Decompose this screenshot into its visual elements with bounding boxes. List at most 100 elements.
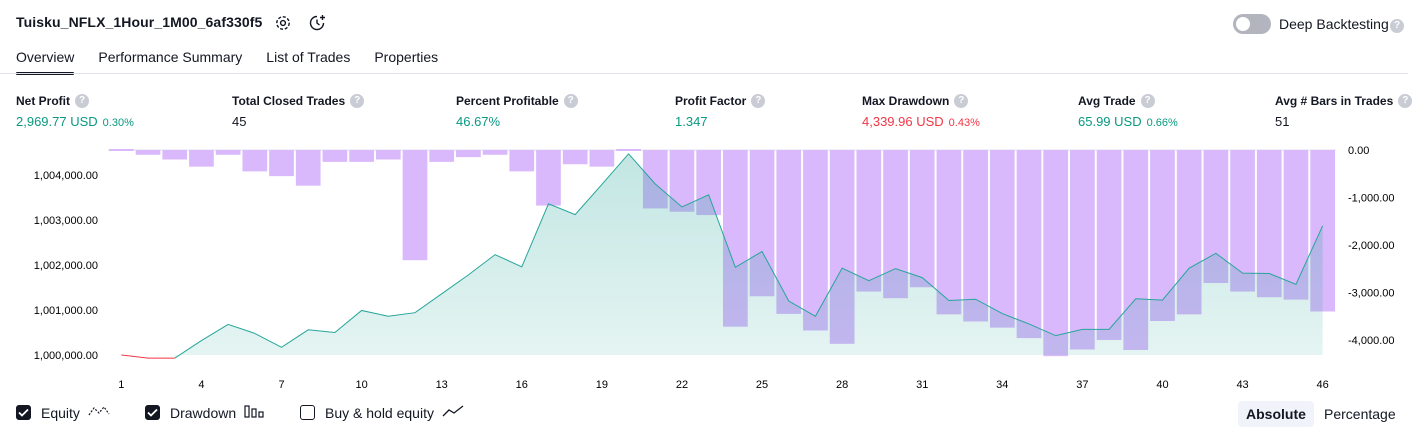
metric-help-icon[interactable]: ? <box>75 94 89 108</box>
tabs-divider <box>0 73 1408 74</box>
drawdown-bar <box>616 149 641 151</box>
buyhold-label: Buy & hold equity <box>325 404 434 421</box>
drawdown-bar <box>562 150 588 165</box>
metric-help-icon[interactable]: ? <box>1398 94 1413 108</box>
equity-drawdown-chart: 1,004,000.00 1,003,000.00 1,002,000.00 1,00… <box>34 145 1395 391</box>
right-axis-tick: -1,000.00 <box>1348 193 1394 205</box>
left-axis-tick: 1,004,000.00 <box>34 170 98 182</box>
drawdown-bar <box>109 149 134 151</box>
metric-percent-profitable: Percent Profitable? 46.67% <box>456 94 578 129</box>
metric-profit-factor: Profit Factor? 1.347 <box>675 94 766 129</box>
x-axis-tick: 10 <box>355 379 367 391</box>
left-axis-tick: 1,003,000.00 <box>34 215 98 227</box>
x-axis-tick: 1 <box>118 379 124 391</box>
deep-backtesting-toggle[interactable] <box>1233 14 1271 34</box>
drawdown-bar <box>989 150 1015 328</box>
add-alert-clock-icon[interactable] <box>306 12 328 34</box>
metric-help-icon[interactable]: ? <box>954 94 969 108</box>
buyhold-legend[interactable]: Buy & hold equity <box>300 404 464 421</box>
drawdown-bar <box>375 150 401 160</box>
metric-value: 45 <box>232 114 247 129</box>
deep-backtesting-help-icon[interactable]: ? <box>1390 18 1404 33</box>
tab-list-of-trades[interactable]: List of Trades <box>266 49 351 65</box>
drawdown-bar <box>135 150 161 155</box>
x-axis-tick: 43 <box>1236 379 1248 391</box>
x-axis-tick: 13 <box>436 379 448 391</box>
x-axis-tick: 16 <box>516 379 528 391</box>
x-axis-tick: 19 <box>596 379 608 391</box>
x-axis-tick: 25 <box>756 379 768 391</box>
metric-percent: 0.43% <box>948 117 980 129</box>
x-axis-tick: 46 <box>1317 379 1329 391</box>
drawdown-bar <box>322 150 348 162</box>
metric-label: Max Drawdown <box>862 94 950 108</box>
drawdown-bar <box>1043 150 1069 357</box>
drawdown-label: Drawdown <box>170 404 237 421</box>
metric-net-profit: Net Profit? 2,969.77 USD 0.30% <box>16 94 134 129</box>
metric-label: Percent Profitable <box>456 94 559 108</box>
drawdown-bar <box>963 150 988 322</box>
metric-help-icon[interactable]: ? <box>1140 94 1155 108</box>
drawdown-checkbox[interactable] <box>145 405 160 420</box>
drawdown-bar <box>1070 150 1095 350</box>
drawdown-bar <box>402 150 428 261</box>
tab-properties[interactable]: Properties <box>374 49 439 65</box>
drawdown-bar <box>349 150 374 162</box>
metric-label: Net Profit <box>16 94 70 108</box>
drawdown-bar <box>936 150 962 315</box>
x-axis-tick: 37 <box>1076 379 1088 391</box>
drawdown-bar <box>856 150 882 292</box>
deep-backtesting-label: Deep Backtesting <box>1279 16 1389 32</box>
drawdown-bar <box>456 150 481 158</box>
equity-legend[interactable]: Equity <box>16 404 110 421</box>
drawdown-legend[interactable]: Drawdown <box>145 404 264 421</box>
left-axis-tick: 1,002,000.00 <box>34 260 98 272</box>
metric-label: Avg Trade <box>1078 94 1136 108</box>
metric-value: 46.67% <box>456 114 501 129</box>
drawdown-bar <box>482 150 508 155</box>
metric-total-closed-trades: Total Closed Trades? 45 <box>232 94 365 129</box>
drawdown-bar <box>909 150 935 288</box>
drawdown-bar <box>269 150 294 177</box>
drawdown-bar <box>242 150 268 172</box>
equity-area <box>174 153 1323 359</box>
equity-line <box>174 153 1324 359</box>
right-axis-tick: -2,000.00 <box>1348 240 1394 252</box>
report-tabs: Overview Performance Summary List of Tra… <box>16 46 439 75</box>
x-axis-tick: 31 <box>916 379 928 391</box>
drawdown-bar <box>1096 150 1122 340</box>
equity-checkbox[interactable] <box>16 405 31 420</box>
absolute-toggle-button[interactable]: Absolute <box>1238 401 1314 427</box>
drawdown-bars-icon <box>244 404 264 421</box>
x-axis-tick: 40 <box>1156 379 1168 391</box>
buyhold-checkbox[interactable] <box>300 405 315 420</box>
metric-percent: 0.66% <box>1146 117 1178 129</box>
buyhold-line-icon <box>442 404 464 421</box>
metric-help-icon[interactable]: ? <box>350 94 365 108</box>
metric-avg-bars-in-trades: Avg # Bars in Trades? 51 <box>1275 94 1413 129</box>
drawdown-bar <box>189 150 214 167</box>
metric-value: 51 <box>1275 114 1290 129</box>
equity-label: Equity <box>41 404 80 421</box>
metric-help-icon[interactable]: ? <box>563 94 578 108</box>
drawdown-bar <box>215 150 241 155</box>
equity-line-icon <box>88 404 110 421</box>
tab-overview[interactable]: Overview <box>16 46 75 75</box>
right-axis-tick: -4,000.00 <box>1348 335 1394 347</box>
metric-label: Avg # Bars in Trades <box>1275 94 1394 108</box>
x-axis-tick: 22 <box>676 379 688 391</box>
metric-label: Profit Factor <box>675 94 747 108</box>
percentage-toggle-button[interactable]: Percentage <box>1324 406 1396 422</box>
x-axis-tick: 4 <box>198 379 204 391</box>
left-axis-tick: 1,000,000.00 <box>34 350 98 362</box>
settings-gear-icon[interactable] <box>272 12 294 34</box>
equity-line-negative <box>121 354 175 359</box>
tab-performance-summary[interactable]: Performance Summary <box>98 49 243 65</box>
metric-value: 65.99 USD <box>1078 114 1142 129</box>
x-axis-tick: 7 <box>278 379 284 391</box>
drawdown-bar <box>1256 150 1282 298</box>
drawdown-bar <box>429 150 455 162</box>
right-axis-tick: -3,000.00 <box>1348 288 1394 300</box>
metric-max-drawdown: Max Drawdown? 4,339.96 USD 0.43% <box>862 94 980 129</box>
metric-help-icon[interactable]: ? <box>751 94 766 108</box>
